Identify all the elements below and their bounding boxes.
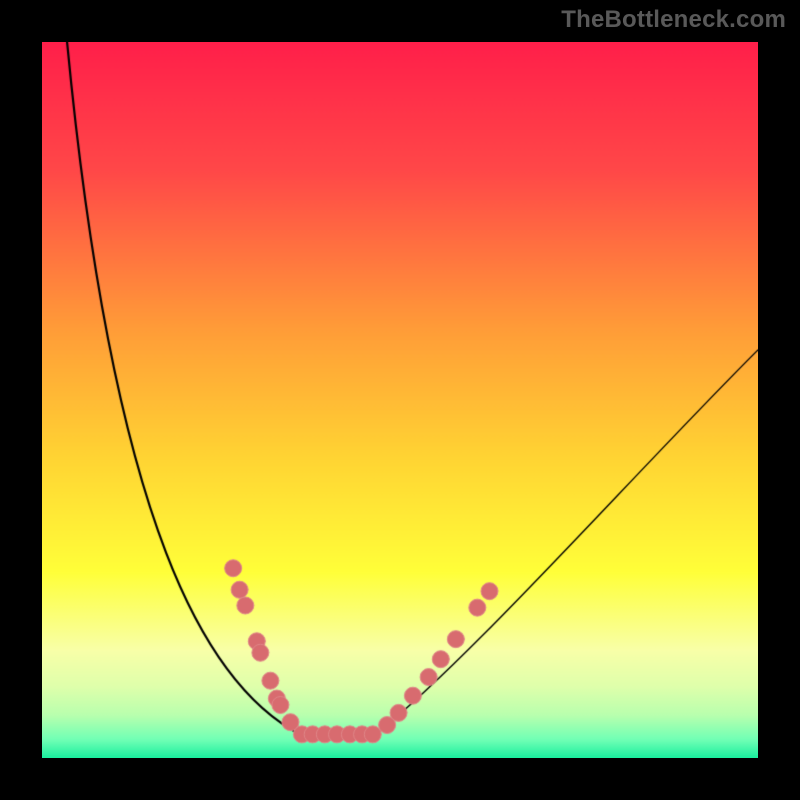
plot-area	[42, 42, 758, 758]
watermark-text: TheBottleneck.com	[561, 6, 786, 34]
chart-root: TheBottleneck.com	[0, 0, 800, 800]
bottleneck-v-curve-chart	[42, 42, 758, 758]
